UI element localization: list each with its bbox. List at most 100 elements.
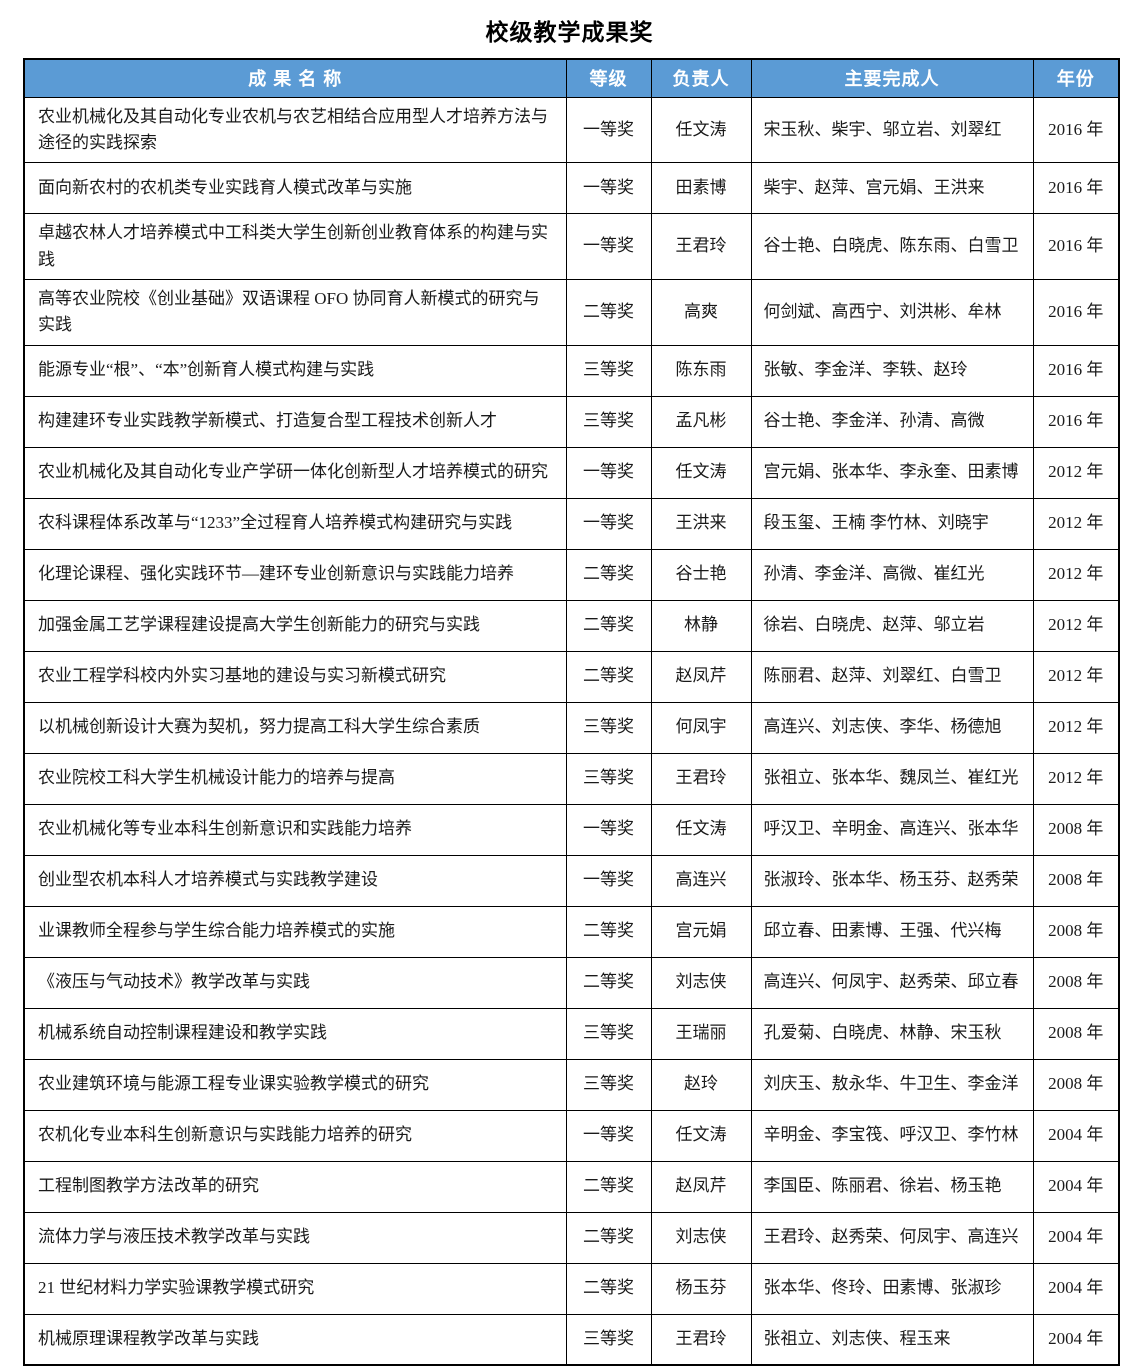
leader-cell: 谷士艳 [650,548,752,601]
year-cell: 2008 年 [1032,803,1120,856]
leader-cell: 杨玉芬 [650,1262,752,1315]
achievement-name-cell: 创业型农机本科人才培养模式与实践教学建设 [23,854,567,907]
year-cell: 2012 年 [1032,497,1120,550]
contributors-cell: 高连兴、何凤宇、赵秀荣、邱立春 [750,956,1034,1009]
table-row: 流体力学与液压技术教学改革与实践 二等奖 刘志侠 王君玲、赵秀荣、何凤宇、高连兴… [23,1211,1120,1264]
achievement-name-cell: 农业院校工科大学生机械设计能力的培养与提高 [23,752,567,805]
year-cell: 2016 年 [1032,213,1120,280]
contributors-cell: 张敏、李金洋、李轶、赵玲 [750,344,1034,397]
year-cell: 2004 年 [1032,1211,1120,1264]
year-cell: 2012 年 [1032,548,1120,601]
contributors-cell: 辛明金、李宝筏、呼汉卫、李竹林 [750,1109,1034,1162]
leader-cell: 高连兴 [650,854,752,907]
table-row: 化理论课程、强化实践环节—建环专业创新意识与实践能力培养 二等奖 谷士艳 孙清、… [23,548,1120,601]
contributors-cell: 刘庆玉、敖永华、牛卫生、李金洋 [750,1058,1034,1111]
level-cell: 二等奖 [565,1211,652,1264]
level-cell: 一等奖 [565,162,652,215]
contributors-cell: 张祖立、张本华、魏凤兰、崔红光 [750,752,1034,805]
table-row: 农机化专业本科生创新意识与实践能力培养的研究 一等奖 任文涛 辛明金、李宝筏、呼… [23,1109,1120,1162]
contributors-cell: 孙清、李金洋、高微、崔红光 [750,548,1034,601]
level-cell: 三等奖 [565,344,652,397]
leader-cell: 陈东雨 [650,344,752,397]
year-cell: 2016 年 [1032,395,1120,448]
year-cell: 2004 年 [1032,1262,1120,1315]
table-row: 农业院校工科大学生机械设计能力的培养与提高 三等奖 王君玲 张祖立、张本华、魏凤… [23,752,1120,805]
year-cell: 2016 年 [1032,96,1120,164]
table-row: 构建建环专业实践教学新模式、打造复合型工程技术创新人才 三等奖 孟凡彬 谷士艳、… [23,395,1120,448]
leader-cell: 王君玲 [650,752,752,805]
contributors-cell: 呼汉卫、辛明金、高连兴、张本华 [750,803,1034,856]
year-cell: 2008 年 [1032,1007,1120,1060]
leader-cell: 宫元娟 [650,905,752,958]
level-cell: 一等奖 [565,213,652,280]
contributors-cell: 张祖立、刘志侠、程玉来 [750,1313,1034,1366]
achievement-name-cell: 农业工程学科校内外实习基地的建设与实习新模式研究 [23,650,567,703]
year-cell: 2004 年 [1032,1313,1120,1366]
contributors-cell: 宋玉秋、柴宇、邬立岩、刘翠红 [750,96,1034,164]
leader-cell: 刘志侠 [650,1211,752,1264]
level-cell: 二等奖 [565,1160,652,1213]
year-cell: 2016 年 [1032,344,1120,397]
leader-cell: 赵凤芹 [650,650,752,703]
header-row: 成 果 名 称 等级 负责人 主要完成人 年份 [23,58,1120,98]
achievement-name-cell: 构建建环专业实践教学新模式、打造复合型工程技术创新人才 [23,395,567,448]
leader-cell: 田素博 [650,162,752,215]
level-cell: 三等奖 [565,701,652,754]
header-leader: 负责人 [650,58,752,98]
contributors-cell: 陈丽君、赵萍、刘翠红、白雪卫 [750,650,1034,703]
table-row: 机械原理课程教学改革与实践 三等奖 王君玲 张祖立、刘志侠、程玉来 2004 年 [23,1313,1120,1366]
contributors-cell: 王君玲、赵秀荣、何凤宇、高连兴 [750,1211,1034,1264]
level-cell: 一等奖 [565,854,652,907]
header-contributors: 主要完成人 [750,58,1034,98]
table-row: 21 世纪材料力学实验课教学模式研究 二等奖 杨玉芬 张本华、佟玲、田素博、张淑… [23,1262,1120,1315]
header-level: 等级 [565,58,652,98]
leader-cell: 赵玲 [650,1058,752,1111]
level-cell: 二等奖 [565,1262,652,1315]
level-cell: 二等奖 [565,905,652,958]
table-row: 以机械创新设计大赛为契机，努力提高工科大学生综合素质 三等奖 何凤宇 高连兴、刘… [23,701,1120,754]
contributors-cell: 孔爱菊、白晓虎、林静、宋玉秋 [750,1007,1034,1060]
level-cell: 三等奖 [565,1058,652,1111]
achievement-name-cell: 农业建筑环境与能源工程专业课实验教学模式的研究 [23,1058,567,1111]
leader-cell: 高爽 [650,278,752,346]
leader-cell: 孟凡彬 [650,395,752,448]
table-header: 成 果 名 称 等级 负责人 主要完成人 年份 [23,58,1120,98]
achievement-name-cell: 农科课程体系改革与“1233”全过程育人培养模式构建研究与实践 [23,497,567,550]
achievement-name-cell: 机械原理课程教学改革与实践 [23,1313,567,1366]
table-row: 农业机械化等专业本科生创新意识和实践能力培养 一等奖 任文涛 呼汉卫、辛明金、高… [23,803,1120,856]
level-cell: 三等奖 [565,752,652,805]
table-row: 机械系统自动控制课程建设和教学实践 三等奖 王瑞丽 孔爱菊、白晓虎、林静、宋玉秋… [23,1007,1120,1060]
header-achievement-name: 成 果 名 称 [23,58,567,98]
leader-cell: 任文涛 [650,96,752,164]
year-cell: 2004 年 [1032,1109,1120,1162]
contributors-cell: 徐岩、白晓虎、赵萍、邬立岩 [750,599,1034,652]
leader-cell: 林静 [650,599,752,652]
table-row: 农业建筑环境与能源工程专业课实验教学模式的研究 三等奖 赵玲 刘庆玉、敖永华、牛… [23,1058,1120,1111]
leader-cell: 任文涛 [650,803,752,856]
leader-cell: 任文涛 [650,1109,752,1162]
contributors-cell: 张淑玲、张本华、杨玉芬、赵秀荣 [750,854,1034,907]
leader-cell: 赵凤芹 [650,1160,752,1213]
table-row: 农科课程体系改革与“1233”全过程育人培养模式构建研究与实践 一等奖 王洪来 … [23,497,1120,550]
year-cell: 2008 年 [1032,1058,1120,1111]
level-cell: 一等奖 [565,803,652,856]
leader-cell: 何凤宇 [650,701,752,754]
table-row: 卓越农林人才培养模式中工科类大学生创新创业教育体系的构建与实践 一等奖 王君玲 … [23,213,1120,280]
year-cell: 2016 年 [1032,162,1120,215]
achievement-name-cell: 农业机械化及其自动化专业农机与农艺相结合应用型人才培养方法与途径的实践探索 [23,96,567,164]
level-cell: 三等奖 [565,1313,652,1366]
leader-cell: 任文涛 [650,446,752,499]
achievement-name-cell: 能源专业“根”、“本”创新育人模式构建与实践 [23,344,567,397]
contributors-cell: 高连兴、刘志侠、李华、杨德旭 [750,701,1034,754]
achievement-name-cell: 工程制图教学方法改革的研究 [23,1160,567,1213]
year-cell: 2008 年 [1032,905,1120,958]
level-cell: 三等奖 [565,1007,652,1060]
year-cell: 2012 年 [1032,701,1120,754]
achievement-name-cell: 以机械创新设计大赛为契机，努力提高工科大学生综合素质 [23,701,567,754]
achievement-name-cell: 业课教师全程参与学生综合能力培养模式的实施 [23,905,567,958]
leader-cell: 王君玲 [650,1313,752,1366]
year-cell: 2008 年 [1032,854,1120,907]
table-row: 农业机械化及其自动化专业农机与农艺相结合应用型人才培养方法与途径的实践探索 一等… [23,96,1120,164]
achievement-name-cell: 《液压与气动技术》教学改革与实践 [23,956,567,1009]
